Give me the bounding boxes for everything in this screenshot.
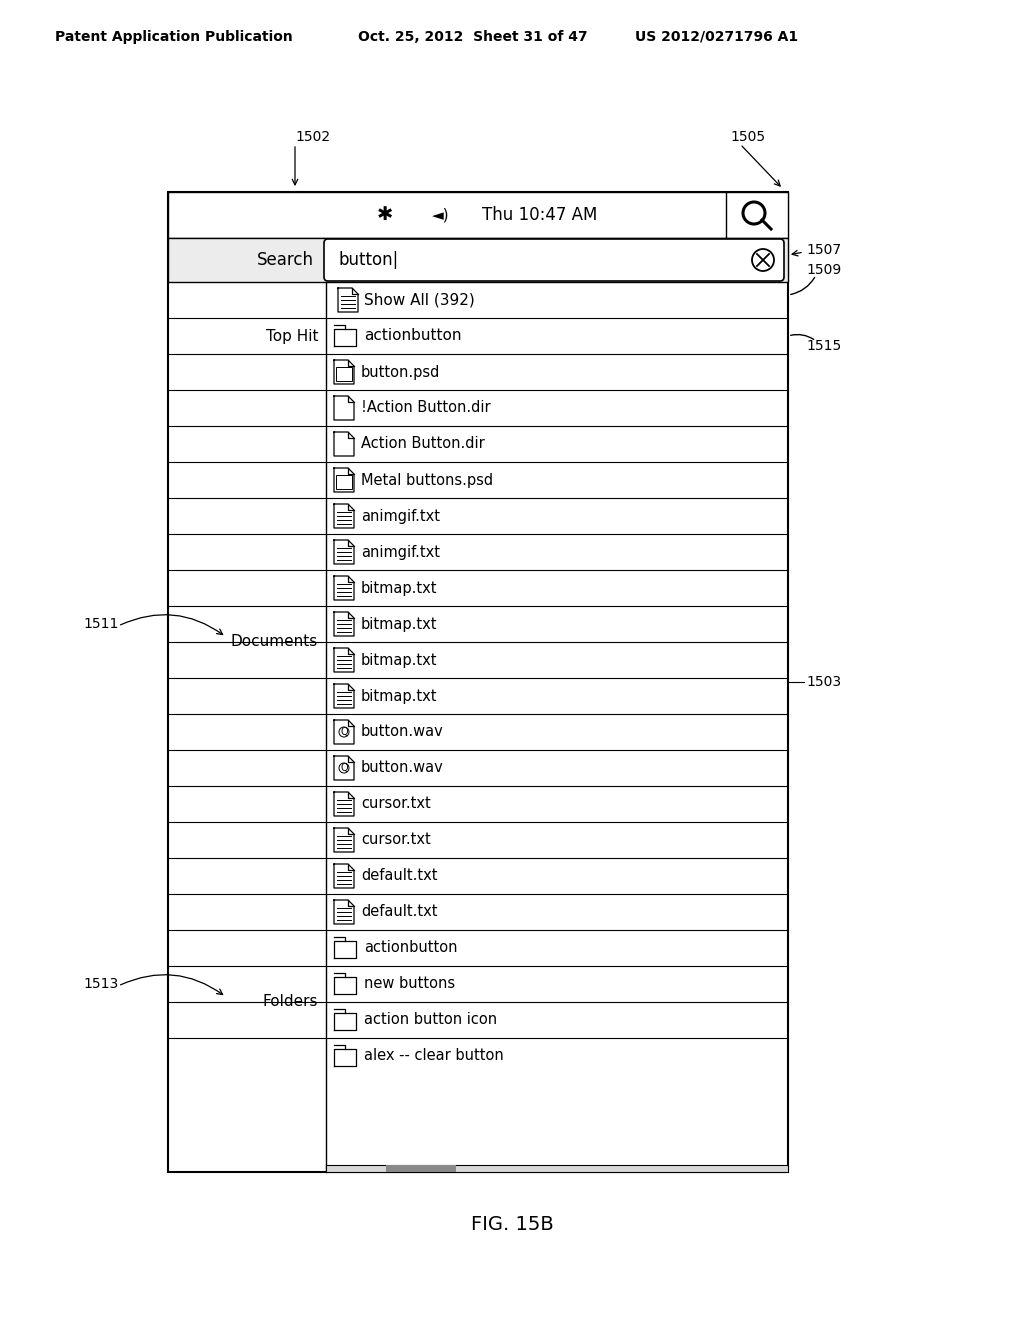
Polygon shape	[334, 900, 354, 924]
Text: 1502: 1502	[295, 129, 330, 144]
Text: Oct. 25, 2012  Sheet 31 of 47: Oct. 25, 2012 Sheet 31 of 47	[358, 30, 588, 44]
Text: action button icon: action button icon	[364, 1012, 497, 1027]
Polygon shape	[334, 937, 345, 941]
Bar	[386, 1166, 456, 1172]
Text: actionbutton: actionbutton	[364, 940, 458, 956]
Text: Folders: Folders	[262, 994, 318, 1010]
Polygon shape	[334, 1008, 345, 1012]
Text: Search: Search	[257, 251, 314, 269]
Text: Documents: Documents	[230, 635, 318, 649]
Text: Patent Application Publication: Patent Application Publication	[55, 30, 293, 44]
Bar	[168, 191, 788, 238]
Polygon shape	[334, 504, 354, 528]
Text: new buttons: new buttons	[364, 977, 455, 991]
Text: default.txt: default.txt	[361, 869, 437, 883]
Polygon shape	[334, 612, 354, 636]
Text: 1505: 1505	[730, 129, 765, 144]
Polygon shape	[334, 360, 354, 384]
Text: Show All (392): Show All (392)	[364, 293, 475, 308]
Text: FIG. 15B: FIG. 15B	[471, 1216, 553, 1234]
Polygon shape	[334, 828, 354, 851]
Bar	[168, 238, 788, 282]
Text: bitmap.txt: bitmap.txt	[361, 616, 437, 631]
Text: button.wav: button.wav	[361, 760, 443, 776]
Polygon shape	[334, 469, 354, 492]
Polygon shape	[334, 325, 345, 329]
Polygon shape	[334, 648, 354, 672]
Text: Top Hit: Top Hit	[265, 329, 318, 343]
Text: 1503: 1503	[806, 675, 841, 689]
Polygon shape	[334, 792, 354, 816]
Text: Thu 10:47 AM: Thu 10:47 AM	[482, 206, 598, 224]
Polygon shape	[334, 756, 354, 780]
Polygon shape	[334, 684, 354, 708]
Text: 1515: 1515	[806, 339, 842, 352]
Polygon shape	[334, 1049, 356, 1067]
Polygon shape	[334, 396, 354, 420]
Text: !Action Button.dir: !Action Button.dir	[361, 400, 490, 416]
Text: cursor.txt: cursor.txt	[361, 833, 431, 847]
Text: ✱: ✱	[377, 206, 393, 224]
Polygon shape	[338, 288, 358, 312]
Text: ◄): ◄)	[432, 207, 450, 223]
Text: US 2012/0271796 A1: US 2012/0271796 A1	[635, 30, 798, 44]
Polygon shape	[334, 1045, 345, 1049]
Polygon shape	[334, 540, 354, 564]
Text: button|: button|	[338, 251, 398, 269]
Text: alex -- clear button: alex -- clear button	[364, 1048, 504, 1064]
Text: Q: Q	[340, 763, 348, 774]
Polygon shape	[334, 865, 354, 888]
Text: Action Button.dir: Action Button.dir	[361, 437, 484, 451]
Text: button.wav: button.wav	[361, 725, 443, 739]
Text: animgif.txt: animgif.txt	[361, 544, 440, 560]
Bar	[168, 191, 788, 1172]
FancyBboxPatch shape	[324, 239, 784, 281]
Text: 1511: 1511	[83, 616, 119, 631]
Polygon shape	[334, 973, 345, 977]
Text: bitmap.txt: bitmap.txt	[361, 689, 437, 704]
Text: Q: Q	[340, 727, 348, 737]
Text: 1513: 1513	[83, 977, 118, 991]
Polygon shape	[334, 941, 356, 958]
Bar	[336, 367, 352, 381]
Text: button.psd: button.psd	[361, 364, 440, 380]
Polygon shape	[334, 576, 354, 601]
Polygon shape	[334, 1012, 356, 1030]
Bar	[326, 1166, 788, 1172]
Text: 1507: 1507	[806, 243, 841, 257]
Text: animgif.txt: animgif.txt	[361, 508, 440, 524]
Polygon shape	[334, 719, 354, 744]
Text: Metal buttons.psd: Metal buttons.psd	[361, 473, 494, 487]
Text: cursor.txt: cursor.txt	[361, 796, 431, 812]
Text: bitmap.txt: bitmap.txt	[361, 652, 437, 668]
Polygon shape	[334, 977, 356, 994]
Bar	[336, 475, 352, 488]
Text: actionbutton: actionbutton	[364, 329, 462, 343]
Text: 1509: 1509	[806, 263, 842, 277]
Polygon shape	[334, 432, 354, 455]
Text: bitmap.txt: bitmap.txt	[361, 581, 437, 595]
Polygon shape	[334, 329, 356, 346]
Text: default.txt: default.txt	[361, 904, 437, 920]
